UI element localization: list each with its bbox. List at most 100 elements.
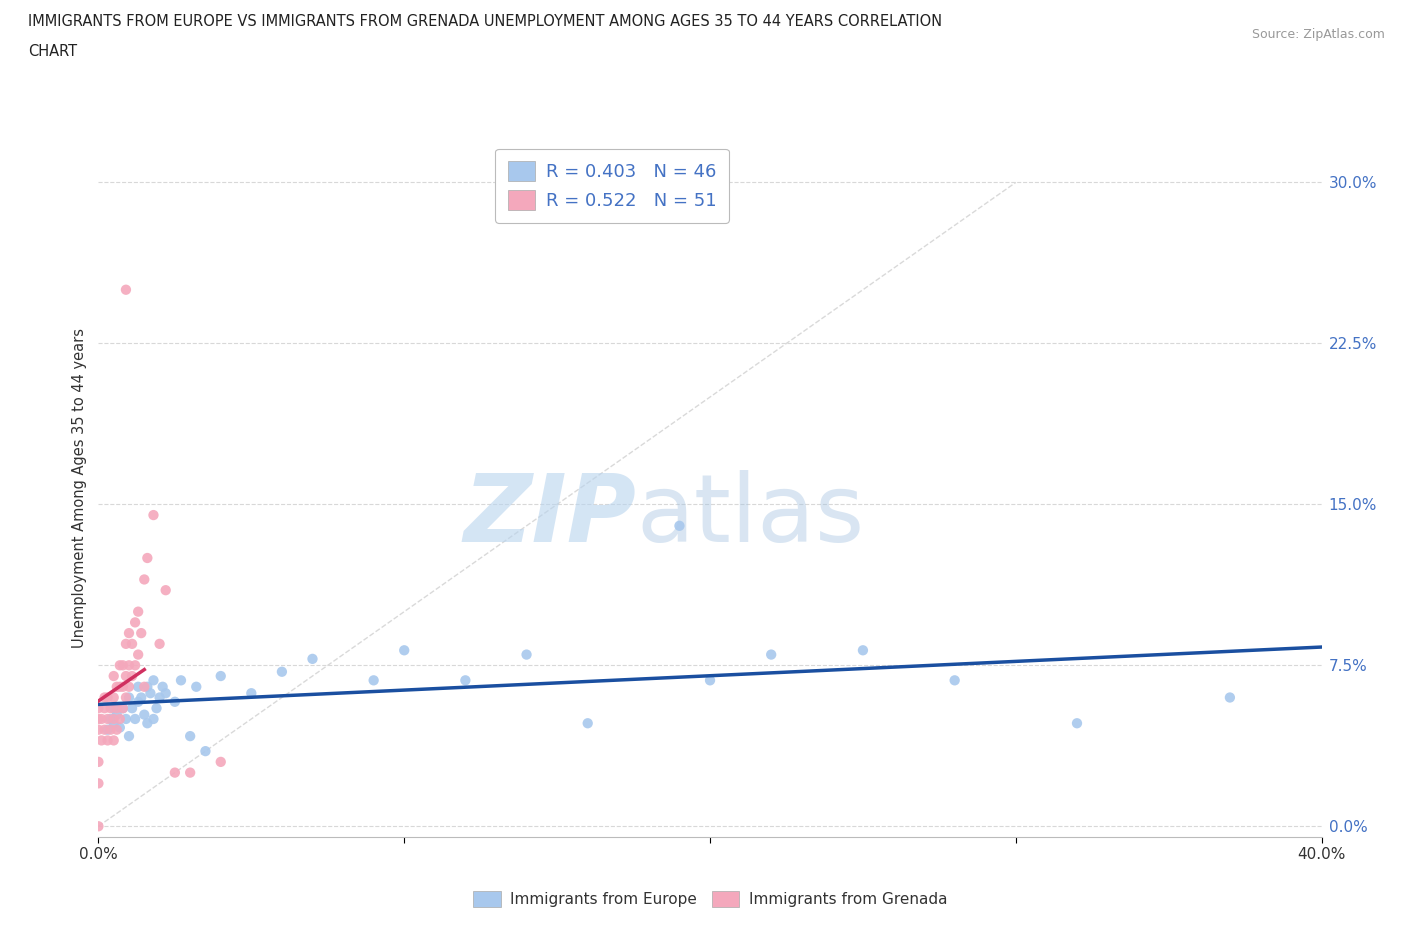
Point	[105, 679, 128, 694]
Point	[576, 716, 599, 731]
Point	[129, 690, 152, 705]
Text: CHART: CHART	[28, 44, 77, 59]
Point	[108, 658, 131, 672]
Point	[93, 701, 115, 716]
Point	[103, 716, 125, 731]
Point	[270, 664, 292, 679]
Point	[103, 669, 125, 684]
Point	[363, 673, 385, 688]
Point	[115, 711, 138, 726]
Point	[93, 723, 115, 737]
Point	[87, 711, 110, 726]
Point	[186, 679, 208, 694]
Point	[124, 658, 146, 672]
Point	[149, 636, 172, 651]
Point	[170, 673, 193, 688]
Point	[392, 643, 416, 658]
Point	[134, 679, 156, 694]
Point	[90, 711, 112, 726]
Point	[301, 651, 323, 666]
Point	[93, 690, 115, 705]
Point	[136, 551, 159, 565]
Point	[121, 669, 143, 684]
Point	[115, 669, 138, 684]
Point	[100, 711, 122, 726]
Point	[105, 723, 128, 737]
Point	[103, 690, 125, 705]
Point	[97, 690, 120, 705]
Point	[97, 711, 120, 726]
Point	[108, 720, 131, 735]
Point	[149, 690, 172, 705]
Point	[108, 679, 131, 694]
Y-axis label: Unemployment Among Ages 35 to 44 years: Unemployment Among Ages 35 to 44 years	[72, 328, 87, 648]
Point	[100, 701, 122, 716]
Point	[105, 701, 128, 716]
Point	[209, 669, 232, 684]
Point	[136, 716, 159, 731]
Point	[87, 723, 110, 737]
Point	[163, 765, 186, 780]
Point	[97, 733, 120, 748]
Point	[240, 685, 263, 700]
Point	[136, 679, 159, 694]
Point	[142, 508, 165, 523]
Point	[145, 701, 167, 716]
Point	[103, 701, 125, 716]
Point	[100, 723, 122, 737]
Point	[87, 701, 110, 716]
Point	[124, 711, 146, 726]
Point	[108, 711, 131, 726]
Point	[699, 673, 721, 688]
Point	[103, 711, 125, 726]
Point	[852, 643, 875, 658]
Point	[87, 818, 110, 833]
Point	[103, 733, 125, 748]
Point	[454, 673, 477, 688]
Point	[118, 729, 141, 744]
Point	[111, 658, 134, 672]
Point	[127, 604, 149, 619]
Point	[516, 647, 538, 662]
Point	[142, 673, 165, 688]
Point	[121, 636, 143, 651]
Point	[127, 647, 149, 662]
Text: Source: ZipAtlas.com: Source: ZipAtlas.com	[1251, 28, 1385, 41]
Point	[127, 695, 149, 710]
Point	[134, 572, 156, 587]
Point	[1219, 690, 1241, 705]
Point	[105, 707, 128, 722]
Text: ZIP: ZIP	[464, 471, 637, 562]
Point	[90, 733, 112, 748]
Point	[134, 707, 156, 722]
Point	[97, 723, 120, 737]
Point	[155, 583, 177, 598]
Point	[111, 701, 134, 716]
Legend: Immigrants from Europe, Immigrants from Grenada: Immigrants from Europe, Immigrants from …	[467, 884, 953, 913]
Point	[118, 690, 141, 705]
Point	[155, 685, 177, 700]
Point	[152, 679, 174, 694]
Point	[1066, 716, 1088, 731]
Point	[118, 679, 141, 694]
Point	[943, 673, 966, 688]
Point	[111, 679, 134, 694]
Point	[124, 615, 146, 630]
Point	[179, 729, 201, 744]
Point	[139, 685, 162, 700]
Text: atlas: atlas	[637, 471, 865, 562]
Point	[118, 658, 141, 672]
Point	[111, 701, 134, 716]
Point	[163, 695, 186, 710]
Point	[142, 711, 165, 726]
Point	[668, 518, 690, 533]
Point	[118, 626, 141, 641]
Point	[115, 636, 138, 651]
Point	[121, 701, 143, 716]
Point	[87, 776, 110, 790]
Point	[179, 765, 201, 780]
Point	[127, 679, 149, 694]
Point	[209, 754, 232, 769]
Point	[759, 647, 782, 662]
Point	[87, 754, 110, 769]
